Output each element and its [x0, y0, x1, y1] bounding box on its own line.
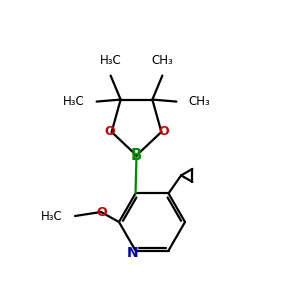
Text: H₃C: H₃C: [63, 95, 85, 108]
Text: B: B: [131, 148, 142, 163]
Text: H₃C: H₃C: [41, 209, 63, 223]
Text: O: O: [104, 125, 115, 139]
Text: N: N: [127, 246, 138, 260]
Text: H₃C: H₃C: [100, 54, 122, 67]
Text: O: O: [158, 125, 169, 139]
Text: CH₃: CH₃: [152, 54, 173, 67]
Text: O: O: [97, 206, 107, 218]
Text: CH₃: CH₃: [188, 95, 210, 108]
